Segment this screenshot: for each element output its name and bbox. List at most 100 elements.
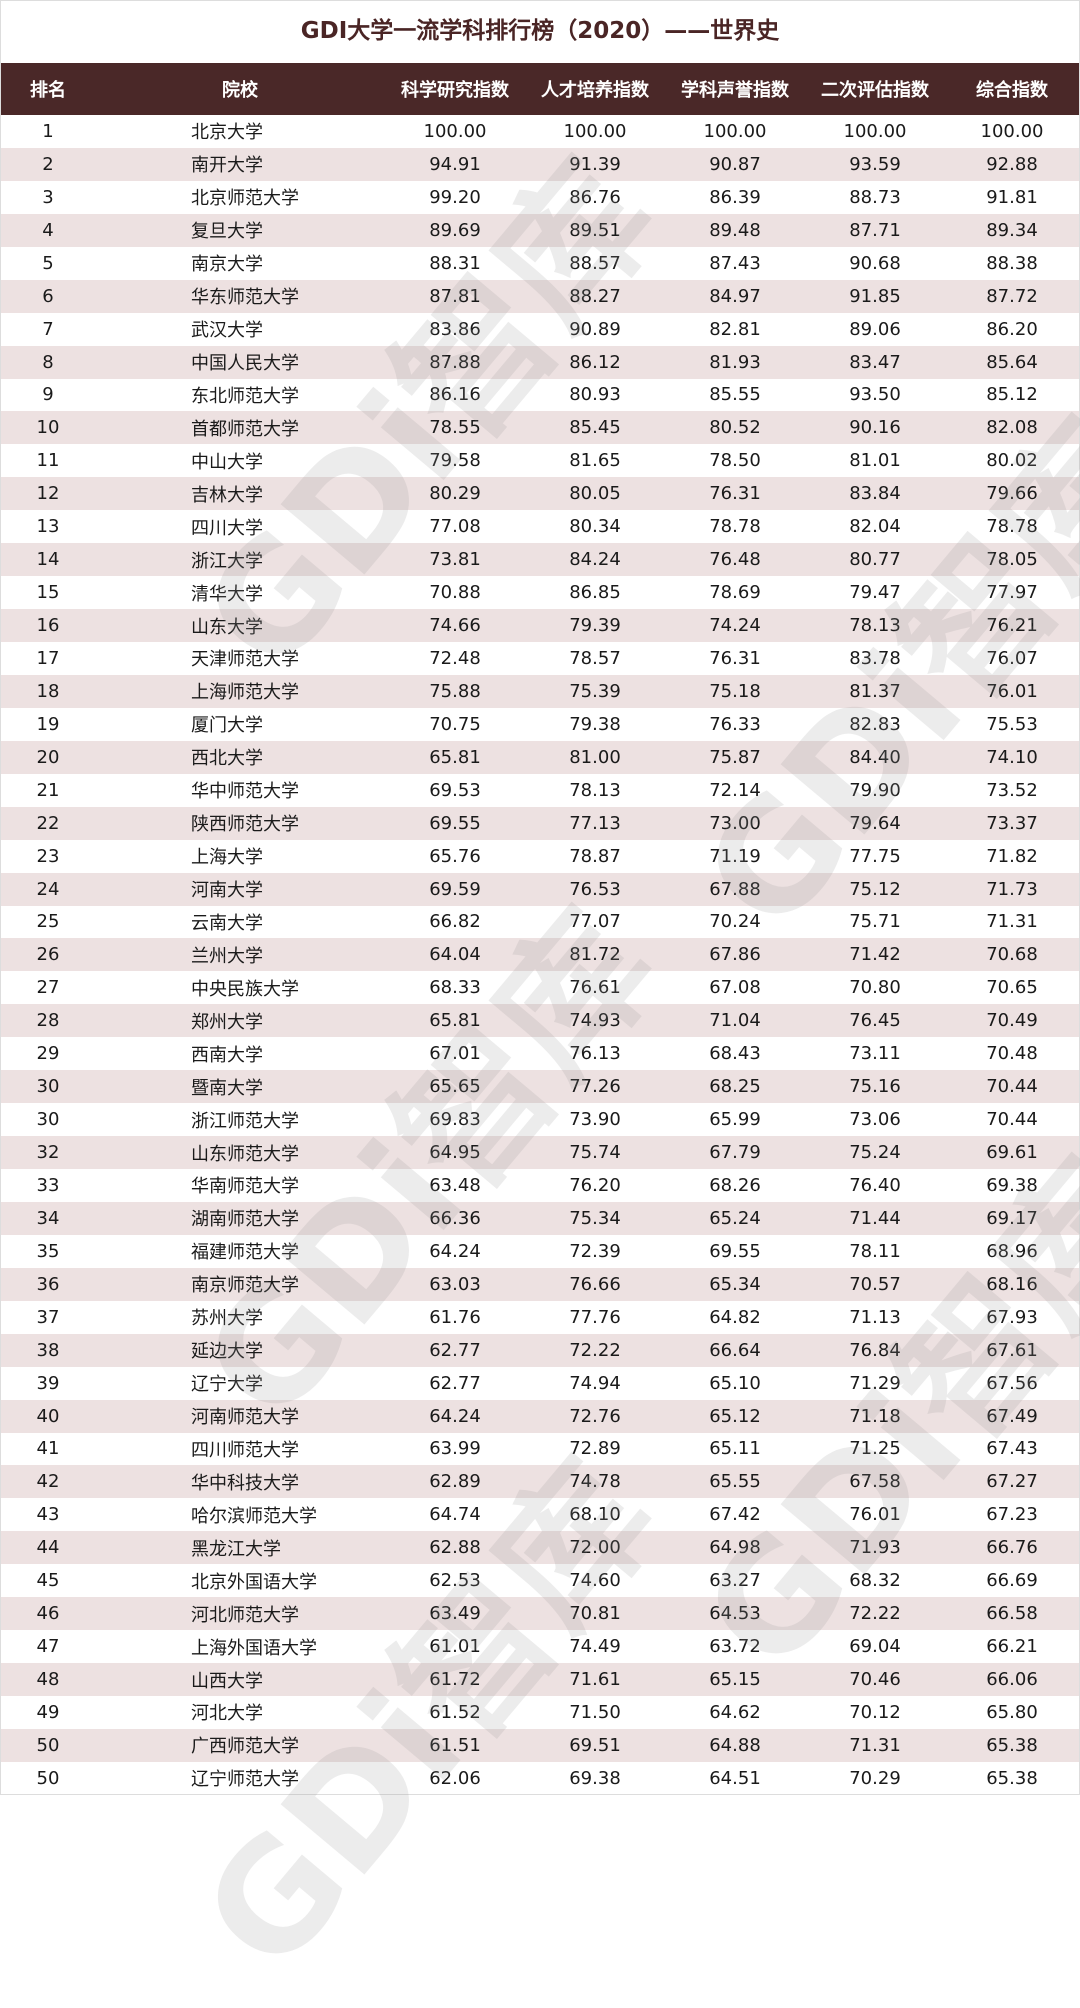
cell-talent: 72.22 (569, 1339, 621, 1361)
cell-research: 61.72 (429, 1669, 481, 1691)
cell-rank: 32 (36, 1142, 60, 1164)
cell-rank: 22 (36, 812, 60, 834)
cell-school: 辽宁师范大学 (191, 1769, 299, 1791)
cell-research: 61.52 (429, 1701, 481, 1723)
cell-secondary: 71.93 (849, 1537, 901, 1559)
cell-secondary: 71.13 (849, 1306, 901, 1328)
cell-talent: 84.24 (569, 549, 621, 571)
cell-overall: 78.05 (986, 549, 1038, 571)
header-talent: 人才培养指数 (541, 80, 649, 101)
table-row: 43 哈尔滨师范大学 64.74 68.10 67.42 76.01 67.23 (1, 1498, 1079, 1531)
header-research: 科学研究指数 (401, 80, 509, 101)
cell-research: 63.99 (429, 1438, 481, 1460)
cell-talent: 74.49 (569, 1636, 621, 1658)
table-row: 44 黑龙江大学 62.88 72.00 64.98 71.93 66.76 (1, 1531, 1079, 1565)
cell-secondary: 70.29 (849, 1767, 901, 1789)
cell-secondary: 80.77 (849, 549, 901, 571)
cell-research: 63.49 (429, 1603, 481, 1625)
cell-school: 河北师范大学 (191, 1604, 299, 1626)
cell-school: 首都师范大学 (191, 418, 299, 440)
cell-talent: 88.57 (569, 252, 621, 274)
cell-research: 79.58 (429, 450, 481, 472)
cell-school: 南京大学 (191, 254, 263, 276)
cell-overall: 67.23 (986, 1504, 1038, 1526)
cell-talent: 79.39 (569, 615, 621, 637)
cell-school: 北京师范大学 (191, 188, 299, 210)
cell-talent: 77.26 (569, 1076, 621, 1098)
cell-secondary: 83.47 (849, 351, 901, 373)
cell-talent: 89.51 (569, 219, 621, 241)
cell-school: 华中师范大学 (191, 781, 299, 803)
table-row: 34 湖南师范大学 66.36 75.34 65.24 71.44 69.17 (1, 1201, 1079, 1235)
cell-reputation: 76.33 (709, 713, 761, 735)
cell-secondary: 90.68 (849, 252, 901, 274)
cell-rank: 8 (42, 351, 54, 373)
cell-research: 86.16 (429, 384, 481, 406)
cell-talent: 76.61 (569, 977, 621, 999)
header-school: 院校 (222, 80, 258, 101)
cell-research: 64.24 (429, 1240, 481, 1262)
cell-overall: 85.64 (986, 351, 1038, 373)
cell-school: 中国人民大学 (191, 353, 299, 375)
cell-overall: 67.93 (986, 1306, 1038, 1328)
cell-reputation: 63.27 (709, 1570, 761, 1592)
cell-secondary: 89.06 (849, 318, 901, 340)
cell-reputation: 64.98 (709, 1537, 761, 1559)
cell-rank: 40 (36, 1405, 60, 1427)
cell-rank: 33 (36, 1174, 60, 1196)
cell-secondary: 70.57 (849, 1273, 901, 1295)
cell-secondary: 83.84 (849, 483, 901, 505)
cell-overall: 71.82 (986, 845, 1038, 867)
cell-reputation: 81.93 (709, 351, 761, 373)
table-row: 45 北京外国语大学 62.53 74.60 63.27 68.32 66.69 (1, 1564, 1079, 1597)
cell-school: 东北师范大学 (191, 385, 299, 407)
cell-talent: 71.61 (569, 1669, 621, 1691)
cell-overall: 80.02 (986, 450, 1038, 472)
table-row: 18 上海师范大学 75.88 75.39 75.18 81.37 76.01 (1, 674, 1079, 708)
cell-research: 64.04 (429, 944, 481, 966)
cell-reputation: 65.10 (709, 1372, 761, 1394)
cell-research: 72.48 (429, 647, 481, 669)
cell-school: 辽宁大学 (191, 1374, 263, 1396)
cell-reputation: 78.50 (709, 450, 761, 472)
cell-talent: 74.60 (569, 1570, 621, 1592)
cell-talent: 72.89 (569, 1438, 621, 1460)
cell-reputation: 64.53 (709, 1603, 761, 1625)
table-row: 37 苏州大学 61.76 77.76 64.82 71.13 67.93 (1, 1301, 1079, 1334)
cell-rank: 23 (36, 845, 60, 867)
cell-reputation: 87.43 (709, 252, 761, 274)
cell-secondary: 71.25 (849, 1438, 901, 1460)
cell-reputation: 100.00 (703, 120, 767, 142)
cell-talent: 86.85 (569, 582, 621, 604)
cell-rank: 28 (36, 1010, 60, 1032)
cell-rank: 48 (36, 1669, 60, 1691)
cell-talent: 74.78 (569, 1471, 621, 1493)
cell-rank: 50 (36, 1767, 60, 1789)
cell-research: 64.95 (429, 1142, 481, 1164)
cell-research: 65.76 (429, 845, 481, 867)
cell-overall: 82.08 (986, 417, 1038, 439)
cell-research: 62.88 (429, 1537, 481, 1559)
table-row: 36 南京师范大学 63.03 76.66 65.34 70.57 68.16 (1, 1267, 1079, 1301)
cell-overall: 76.07 (986, 647, 1038, 669)
cell-school: 暨南大学 (191, 1077, 263, 1099)
cell-overall: 71.73 (986, 878, 1038, 900)
cell-rank: 46 (36, 1603, 60, 1625)
cell-reputation: 68.26 (709, 1174, 761, 1196)
cell-rank: 20 (36, 746, 60, 768)
cell-school: 黑龙江大学 (191, 1538, 281, 1560)
cell-research: 66.82 (429, 911, 481, 933)
cell-rank: 30 (36, 1076, 60, 1098)
cell-secondary: 75.71 (849, 911, 901, 933)
cell-secondary: 84.40 (849, 746, 901, 768)
cell-secondary: 93.59 (849, 153, 901, 175)
cell-reputation: 70.24 (709, 911, 761, 933)
cell-reputation: 68.25 (709, 1076, 761, 1098)
cell-overall: 65.38 (986, 1734, 1038, 1756)
cell-rank: 45 (36, 1570, 60, 1592)
cell-talent: 91.39 (569, 153, 621, 175)
cell-school: 福建师范大学 (191, 1242, 299, 1264)
cell-school: 河南师范大学 (191, 1407, 299, 1429)
cell-rank: 49 (36, 1701, 60, 1723)
cell-overall: 70.44 (986, 1109, 1038, 1131)
